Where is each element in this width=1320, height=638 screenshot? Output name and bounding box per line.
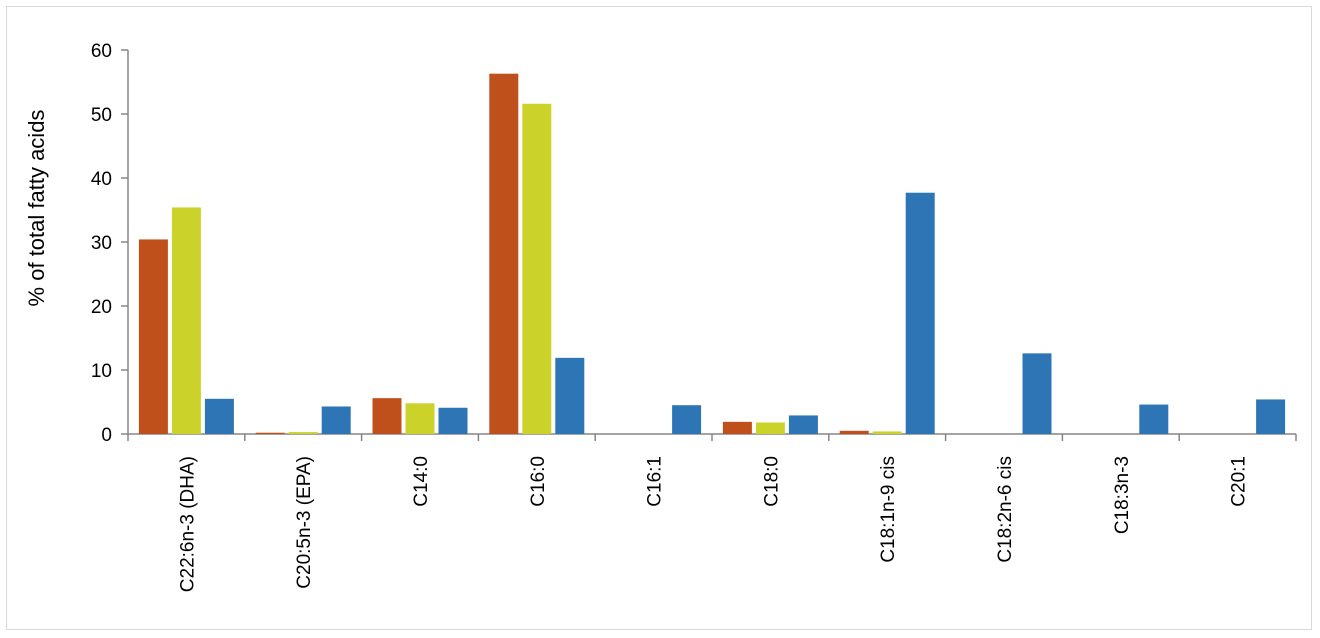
bar-series-3-9 [1139,404,1169,434]
x-category-label: C20:5n-3 (EPA) [294,456,315,589]
bar-series-2-1 [171,207,201,434]
y-axis-title: % of total fatty acids [24,110,49,307]
bar-series-1-7 [839,430,869,434]
bar-series-3-2 [321,406,351,434]
bar-series-3-7 [905,192,935,434]
y-tick-label: 10 [91,361,112,382]
y-tick-label: 0 [101,425,112,446]
x-category-label: C16:0 [528,456,549,507]
y-tick-label: 30 [91,233,112,254]
bar-series-3-1 [204,398,234,434]
bar-series-3-6 [788,415,818,434]
y-axis: 0 10 20 30 40 50 60 [91,41,129,446]
bar-series-2-7 [872,431,902,434]
bar-series-1-3 [372,398,402,434]
y-tick-label: 40 [91,169,112,190]
y-tick-label: 20 [91,297,112,318]
bar-series-1-4 [489,73,519,435]
x-category-label: C20:1 [1229,456,1250,507]
bar-series-3-3 [438,407,468,434]
chart-frame [6,6,1312,630]
bar-series-3-8 [1022,353,1052,434]
category-labels: C22:6n-3 (DHA) C20:5n-3 (EPA) C14:0 C16:0 C1… [177,456,1249,592]
bar-series-1-1 [138,239,168,434]
x-category-label: C18:1n-9 cis [878,456,899,563]
bar-series-2-4 [522,103,552,434]
bar-series-2-2 [288,432,318,434]
bars [138,73,1286,435]
x-category-label: C18:0 [761,456,782,507]
bar-series-1-6 [722,421,752,434]
y-tick-label: 50 [91,105,112,126]
bar-series-3-5 [672,405,702,434]
x-category-label: C16:1 [645,456,666,507]
x-category-label: C22:6n-3 (DHA) [177,456,198,592]
x-category-label: C14:0 [411,456,432,507]
bar-series-3-10 [1256,399,1286,434]
x-category-label: C18:2n-6 cis [995,456,1016,563]
bar-series-1-2 [255,432,285,434]
bar-series-2-6 [755,422,785,434]
bar-series-2-3 [405,403,435,434]
x-category-label: C18:3n-3 [1112,456,1133,534]
y-tick-label: 60 [91,41,112,62]
x-axis [127,433,1297,441]
bar-series-3-4 [555,357,585,434]
